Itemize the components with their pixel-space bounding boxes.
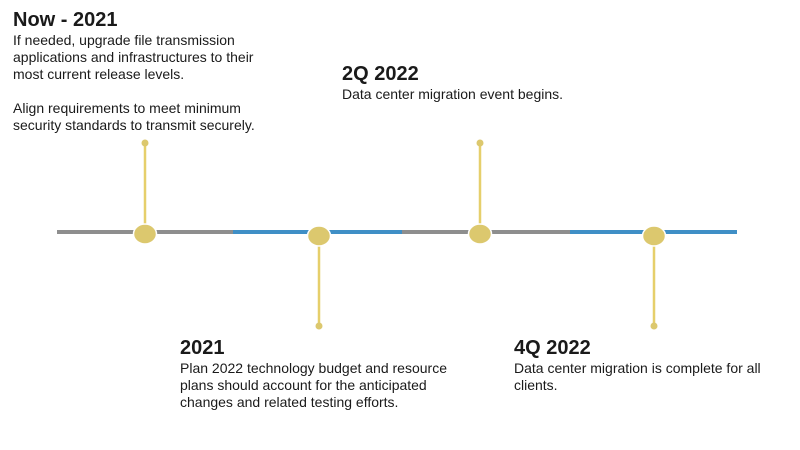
- milestone-text: security standards to transmit securely.: [13, 117, 255, 133]
- milestone-node-3: [467, 223, 493, 245]
- stem-dot-4: [650, 322, 658, 330]
- milestone-node-4: [641, 225, 667, 247]
- milestone-text: [13, 83, 255, 100]
- milestone-title: Now - 2021: [13, 9, 118, 31]
- milestone-text: applications and infrastructures to thei…: [13, 49, 254, 65]
- milestone-2q-2022: 2Q 2022 Data center migration event begi…: [342, 62, 563, 103]
- milestone-node-2: [306, 225, 332, 247]
- milestone-text: changes and related testing efforts.: [180, 394, 399, 410]
- stem-dot-1: [141, 139, 149, 147]
- milestone-text: clients.: [514, 377, 558, 393]
- milestone-2021: 2021 Plan 2022 technology budget and res…: [180, 336, 447, 411]
- milestone-title: 2021: [180, 337, 225, 359]
- milestone-title: 4Q 2022: [514, 337, 591, 359]
- milestone-text: Data center migration event begins.: [342, 86, 564, 102]
- milestone-4q-2022: 4Q 2022 Data center migration is complet…: [514, 336, 761, 394]
- stem-dot-2: [315, 322, 323, 330]
- milestone-text: If needed, upgrade file transmission: [13, 32, 235, 48]
- milestone-node-1: [132, 223, 158, 245]
- milestone-title: 2Q 2022: [342, 63, 419, 85]
- milestone-text: Align requirements to meet minimum: [13, 100, 241, 116]
- milestone-now-2021: Now - 2021 If needed, upgrade file trans…: [13, 8, 255, 134]
- milestone-text: Plan 2022 technology budget and resource: [180, 360, 447, 376]
- stem-dot-3: [476, 139, 484, 147]
- milestone-text: Data center migration is complete for al…: [514, 360, 761, 376]
- milestone-text: plans should account for the anticipated: [180, 377, 427, 393]
- milestone-text: most current release levels.: [13, 66, 185, 82]
